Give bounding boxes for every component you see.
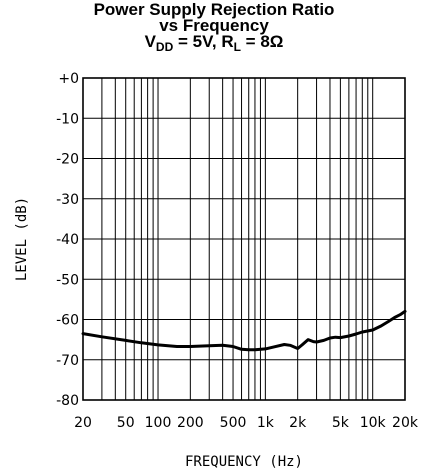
vdd-symbol: V — [144, 32, 156, 51]
y-tick-label: -10 — [56, 111, 79, 127]
x-tick-labels: 20 50 100 200 500 1k 2k 5k 10k 20k — [74, 415, 419, 431]
chart-title-line2: vs Frequency — [159, 16, 269, 35]
x-tick-label: 5k — [332, 415, 350, 431]
y-tick-label: -70 — [56, 353, 79, 369]
y-tick-label: -20 — [56, 152, 79, 168]
vdd-subscript: DD — [155, 40, 174, 54]
x-axis-label: FREQUENCY (Hz) — [185, 454, 303, 470]
rl-value: = 8Ω — [240, 32, 284, 51]
y-axis-label: LEVEL (dB) — [14, 197, 30, 281]
x-tick-label: 500 — [220, 415, 247, 431]
chart-title-line1: Power Supply Rejection Ratio — [93, 0, 335, 19]
x-tick-label: 10k — [360, 415, 387, 431]
grid-lines — [83, 78, 405, 400]
y-tick-label: -50 — [56, 272, 79, 288]
chart-title: Power Supply Rejection Ratio vs Frequenc… — [0, 0, 428, 53]
chart-title-line3: VDD = 5V, RL = 8Ω — [0, 32, 428, 53]
rl-subscript: L — [233, 40, 241, 54]
y-tick-labels: +0 -10 -20 -30 -40 -50 -60 -70 -80 — [56, 71, 79, 409]
plot-frame — [82, 77, 406, 401]
x-tick-label: 2k — [289, 415, 307, 431]
y-tick-label: -80 — [56, 393, 79, 409]
y-tick-label: -40 — [56, 232, 79, 248]
vdd-value: = 5V, — [173, 32, 222, 51]
data-series — [81, 309, 407, 352]
x-tick-label: 20 — [74, 415, 92, 431]
series-line — [81, 309, 407, 352]
x-tick-label: 1k — [257, 415, 275, 431]
y-tick-label: +0 — [58, 71, 79, 87]
y-tick-label: -30 — [56, 192, 79, 208]
x-tick-label: 200 — [177, 415, 204, 431]
rl-symbol: R — [221, 32, 234, 51]
x-tick-label: 20k — [392, 415, 419, 431]
y-tick-label: -60 — [56, 313, 79, 329]
x-tick-label: 50 — [117, 415, 135, 431]
x-tick-label: 100 — [145, 415, 172, 431]
